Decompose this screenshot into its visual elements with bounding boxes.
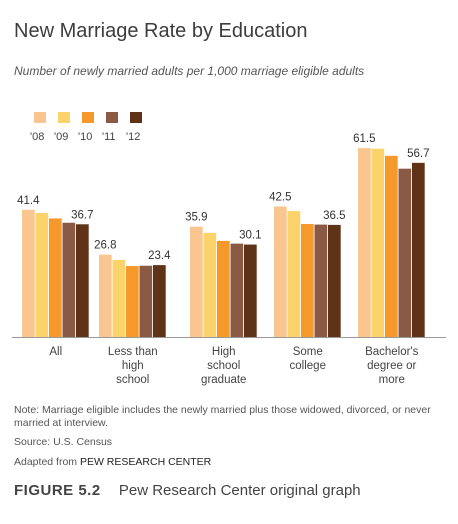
bar	[22, 209, 35, 337]
bar	[358, 148, 371, 337]
bar	[99, 254, 112, 337]
bar	[112, 259, 126, 337]
adapted-credit: Adapted from PEW RESEARCH CENTER	[14, 456, 211, 468]
bar	[230, 243, 244, 337]
category-label: High	[212, 346, 236, 358]
category-label: Bachelor's	[365, 346, 419, 358]
legend-label: '12	[126, 131, 140, 143]
category-label: All	[49, 346, 62, 358]
legend-label: '09	[54, 131, 68, 143]
bar	[244, 244, 257, 337]
bar	[126, 266, 139, 337]
bar	[139, 265, 153, 337]
legend-swatch	[130, 112, 142, 123]
bar	[49, 218, 62, 337]
bar	[153, 265, 166, 337]
bar	[203, 232, 217, 337]
category-label: graduate	[201, 374, 246, 386]
category-label: school	[207, 360, 240, 372]
figure-number: FIGURE 5.2	[14, 482, 101, 499]
category-label: college	[290, 360, 326, 372]
bar	[398, 168, 412, 337]
legend-swatch	[106, 112, 118, 123]
chart-subtitle: Number of newly married adults per 1,000…	[14, 64, 365, 78]
legend-label: '10	[78, 131, 92, 143]
bar-chart: '08 '09 '10 '11 '12 41.4 36.7 26.8 23.4 35.9 30.1 4…	[12, 112, 446, 386]
chart-title: New Marriage Rate by Education	[14, 20, 308, 42]
data-label: 61.5	[353, 133, 375, 145]
bar	[62, 222, 76, 337]
bar	[76, 224, 89, 337]
category-label: Less than	[108, 346, 158, 358]
legend-label: '08	[30, 131, 44, 143]
figure-caption: FIGURE 5.2 Pew Research Center original …	[14, 482, 361, 499]
data-label: 56.7	[407, 148, 429, 160]
data-label: 41.4	[17, 195, 40, 207]
category-label: high	[122, 360, 144, 372]
legend-swatch	[34, 112, 46, 123]
bar	[190, 226, 203, 337]
chart-note: Note: Marriage eligible includes the new…	[14, 404, 431, 429]
bar	[385, 155, 398, 337]
data-label: 26.8	[94, 240, 116, 252]
category-label: degree or	[367, 360, 416, 372]
category-label: Some	[293, 346, 323, 358]
bar	[371, 148, 385, 337]
category-label: school	[116, 374, 149, 386]
bar	[412, 162, 425, 337]
data-label: 36.7	[71, 209, 93, 221]
adapted-prefix: Adapted from	[14, 456, 78, 468]
data-label: 35.9	[185, 212, 207, 224]
bar	[35, 212, 49, 337]
data-label: 42.5	[269, 191, 291, 203]
legend-swatch	[82, 112, 94, 123]
legend-swatch	[58, 112, 70, 123]
chart-source: Source: U.S. Census	[14, 436, 113, 448]
bar	[217, 240, 230, 337]
data-label: 30.1	[239, 230, 261, 242]
figure-caption-text: Pew Research Center original graph	[118, 482, 361, 499]
data-label: 23.4	[148, 250, 171, 262]
data-label: 36.5	[323, 210, 345, 222]
bar	[274, 206, 287, 337]
bar	[287, 211, 301, 337]
adapted-org: PEW RESEARCH CENTER	[79, 456, 212, 468]
bar	[314, 224, 328, 337]
bar	[328, 224, 341, 337]
category-label: more	[379, 374, 405, 386]
bar	[301, 223, 314, 337]
legend-label: '11	[102, 131, 116, 143]
